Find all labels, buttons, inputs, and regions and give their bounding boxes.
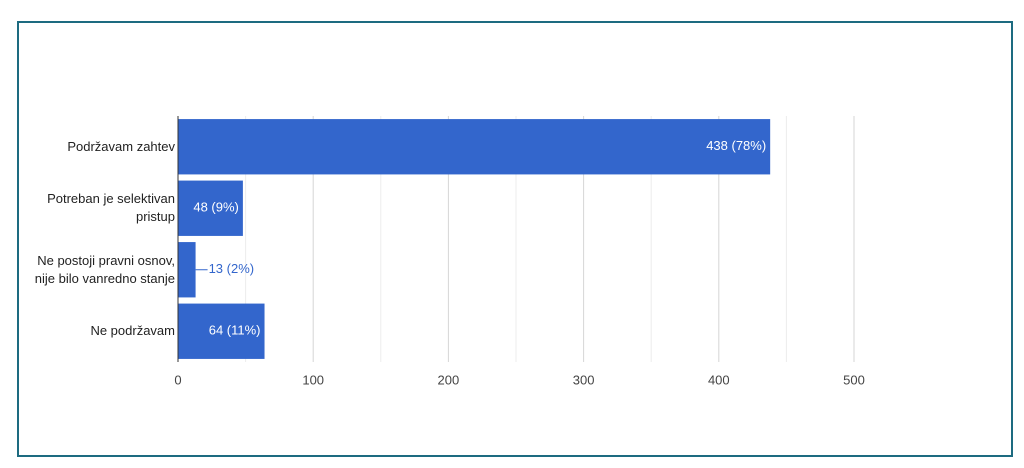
value-label: 438 (78%) [706, 138, 766, 153]
x-tick-label: 300 [573, 372, 595, 387]
bar [178, 180, 243, 236]
y-tick-label: Ne postoji pravni osnov, nije bilo vanre… [34, 252, 175, 286]
y-tick-label: Podržavam zahtev [67, 138, 175, 154]
bar [178, 303, 265, 359]
y-tick-label: Ne podržavam [90, 323, 175, 339]
x-tick-label: 0 [174, 372, 181, 387]
x-tick-label: 200 [438, 372, 460, 387]
x-tick-label: 400 [708, 372, 730, 387]
y-tick-label: Potreban je selektivan pristup [47, 191, 175, 225]
chart-frame [17, 21, 1013, 457]
value-label: 13 (2%) [209, 261, 255, 276]
bar [178, 119, 771, 175]
value-label: 64 (11%) [209, 323, 261, 338]
value-label: 48 (9%) [193, 200, 239, 215]
x-tick-label: 100 [302, 372, 324, 387]
bar [178, 242, 196, 298]
x-tick-label: 500 [843, 372, 865, 387]
